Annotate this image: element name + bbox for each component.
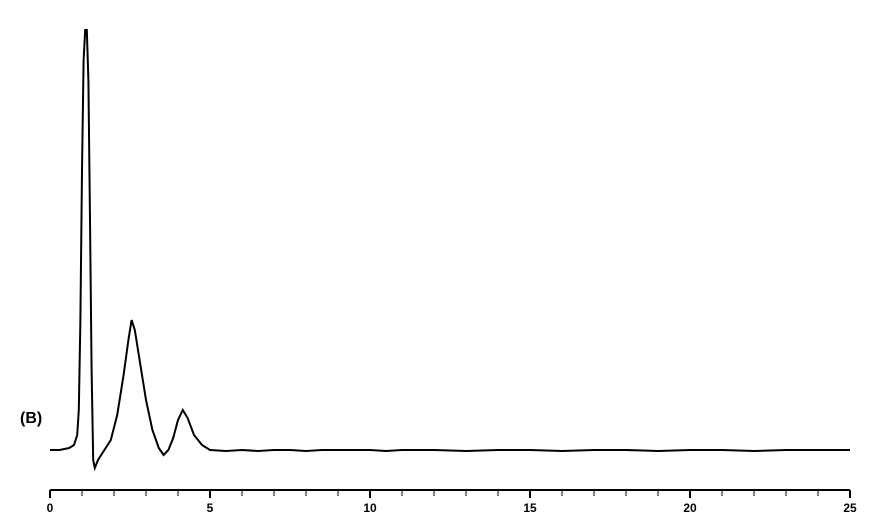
x-tick-label: 20 xyxy=(683,501,697,515)
x-tick-label: 25 xyxy=(843,501,857,515)
panel-label: (B) xyxy=(20,410,42,428)
trace-line xyxy=(50,30,850,468)
chromatogram-chart: (B) 0510152025 xyxy=(20,20,859,508)
x-tick-label: 0 xyxy=(47,501,54,515)
chart-svg: 0 5 10 15 20 25 xyxy=(20,20,859,528)
x-tick-label: 5 xyxy=(207,501,214,515)
x-tick-label: 15 xyxy=(523,501,537,515)
x-tick-label: 10 xyxy=(363,501,377,515)
